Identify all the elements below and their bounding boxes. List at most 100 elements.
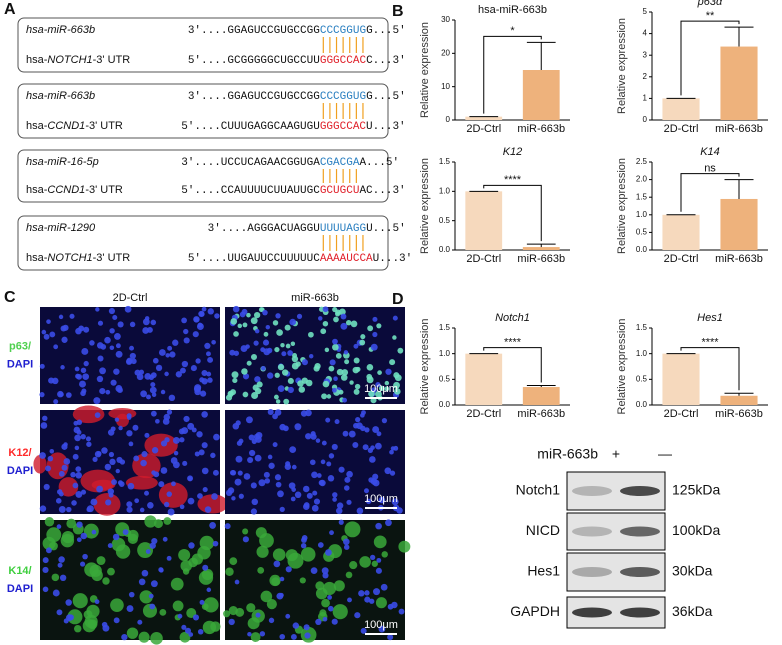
nucleus	[292, 352, 298, 358]
nucleus	[80, 367, 87, 374]
nucleus	[231, 371, 239, 379]
nucleus	[384, 380, 390, 386]
nucleus	[335, 507, 343, 515]
nucleus	[80, 561, 86, 567]
nucleus	[126, 605, 134, 613]
nucleus	[263, 471, 270, 478]
nucleus	[113, 368, 120, 375]
nucleus	[312, 490, 318, 496]
nucleus	[369, 456, 376, 463]
nucleus	[385, 519, 392, 527]
nucleus	[324, 347, 330, 353]
nucleus	[201, 378, 208, 385]
mir-seq: 3'....GGAGUCCGUGCCGGCCCGGUGG...5'	[188, 25, 406, 37]
nucleus	[229, 349, 236, 356]
chart-title: K12	[503, 146, 523, 158]
nucleus	[353, 388, 360, 395]
nucleus	[202, 564, 209, 571]
nucleus	[306, 492, 313, 499]
nucleus	[318, 316, 323, 321]
nucleus	[104, 463, 112, 471]
stain-cell	[250, 632, 261, 642]
nucleus	[309, 354, 314, 359]
nucleus	[83, 326, 90, 333]
panel-letter: A	[4, 1, 16, 18]
nucleus	[158, 481, 165, 488]
nucleus	[183, 415, 190, 423]
nucleus	[167, 345, 173, 351]
nucleus	[128, 591, 135, 598]
stain-cell	[203, 597, 219, 613]
target-seed: GCUGCU	[320, 185, 360, 197]
mir-seq-flank: G...5'	[366, 25, 406, 37]
nucleus	[291, 464, 297, 470]
nucleus	[288, 482, 296, 489]
nucleus	[130, 358, 137, 365]
nucleus	[213, 433, 220, 441]
nucleus	[150, 580, 158, 588]
nucleus	[329, 359, 336, 366]
nucleus	[265, 324, 271, 330]
nucleus	[287, 386, 294, 394]
nucleus	[129, 345, 134, 351]
nucleus	[302, 485, 310, 493]
y-tick-label: 20	[441, 48, 450, 57]
nucleus	[137, 619, 143, 625]
significance-label: ****	[504, 337, 522, 349]
nucleus	[80, 434, 86, 440]
nucleus	[56, 524, 62, 529]
nucleus	[126, 415, 132, 420]
blot-band	[620, 486, 660, 496]
x-tick-label: 2D-Ctrl	[466, 123, 501, 135]
nucleus	[250, 353, 258, 360]
nucleus	[326, 461, 332, 467]
panel-letter: C	[4, 289, 16, 306]
nucleus	[55, 498, 62, 504]
target-seq-flank: U...3'	[366, 121, 406, 133]
nucleus	[372, 331, 378, 338]
nucleus	[75, 327, 82, 335]
nucleus	[329, 530, 334, 536]
nucleus	[175, 371, 182, 378]
x-tick-label: miR-663b	[517, 123, 565, 135]
target-name: hsa-CCND1-3' UTR	[26, 120, 123, 132]
nucleus	[320, 328, 327, 335]
stain-cell	[126, 627, 139, 639]
nucleus	[129, 321, 136, 328]
protein-label: Notch1	[516, 482, 561, 498]
nucleus	[308, 331, 314, 338]
target-suffix: -3' UTR	[85, 184, 123, 196]
nucleus	[242, 536, 249, 543]
x-tick-label: miR-663b	[517, 408, 565, 420]
nucleus	[193, 317, 200, 323]
nucleus	[188, 542, 195, 549]
nucleus	[240, 345, 248, 353]
dapi-label: DAPI	[7, 465, 33, 477]
nucleus	[195, 358, 201, 364]
x-tick-label: 2D-Ctrl	[664, 123, 699, 135]
nucleus	[116, 456, 123, 463]
nucleus	[140, 390, 148, 398]
nucleus	[353, 357, 360, 364]
nucleus	[253, 311, 261, 319]
nucleus	[109, 458, 116, 466]
nucleus	[354, 612, 361, 619]
nucleus	[111, 479, 117, 486]
nucleus	[310, 433, 317, 440]
nucleus	[296, 313, 303, 319]
nucleus	[360, 425, 366, 432]
nucleus	[109, 345, 115, 351]
nucleus	[250, 482, 257, 489]
nucleus	[80, 532, 88, 540]
nucleus	[100, 344, 107, 350]
nucleus	[151, 447, 159, 454]
nucleus	[279, 633, 286, 640]
nucleus	[138, 369, 145, 375]
nucleus	[113, 617, 120, 624]
nucleus	[150, 382, 156, 388]
nucleus	[172, 436, 180, 444]
target-seq-flank: AC...3'	[359, 185, 405, 197]
nucleus	[321, 440, 327, 446]
nucleus	[325, 549, 332, 556]
nucleus	[343, 485, 350, 491]
